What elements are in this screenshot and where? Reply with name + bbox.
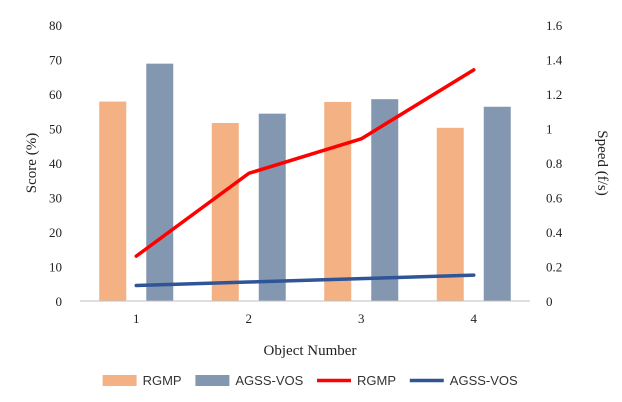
y2-tick-label: 1 <box>546 122 553 137</box>
legend-label: RGMP <box>143 373 182 388</box>
y-tick-label: 70 <box>49 53 62 68</box>
bar-agss-vos <box>258 113 286 301</box>
y2-tick-label: 0.8 <box>546 156 562 171</box>
legend-label: AGSS-VOS <box>450 373 518 388</box>
y-tick-label: 20 <box>49 225 62 240</box>
y-tick-label: 10 <box>49 260 62 275</box>
y2-tick-label: 0.6 <box>546 191 563 206</box>
legend-label: RGMP <box>357 373 396 388</box>
left-axis-ticks: 0 10 20 30 40 50 60 70 80 <box>49 18 62 309</box>
y-tick-label: 80 <box>49 18 62 33</box>
x-tick-label: 3 <box>358 311 365 326</box>
line-rgmp <box>134 68 476 258</box>
y2-tick-label: 0.4 <box>546 225 563 240</box>
bar-rgmp <box>99 101 127 301</box>
bars <box>99 63 511 301</box>
x-tick-label: 4 <box>471 311 478 326</box>
y-tick-label: 30 <box>49 191 62 206</box>
y2-tick-label: 1.2 <box>546 87 562 102</box>
bar-rgmp <box>436 127 464 301</box>
y2-tick-label: 0 <box>546 294 553 309</box>
bar-rgmp <box>324 101 352 301</box>
bar-agss-vos <box>371 99 399 301</box>
legend-swatch-bar <box>102 375 137 386</box>
y-tick-label: 60 <box>49 87 62 102</box>
right-axis-ticks: 0 0.2 0.4 0.6 0.8 1 1.2 1.4 1.6 <box>546 18 563 309</box>
lines <box>134 68 476 288</box>
bar-rgmp <box>211 122 239 301</box>
legend-swatch-bar <box>195 375 230 386</box>
bar-agss-vos <box>146 63 174 301</box>
legend: RGMP AGSS-VOS RGMP AGSS-VOS <box>102 373 518 388</box>
y2-tick-label: 1.4 <box>546 53 563 68</box>
y2-tick-label: 0.2 <box>546 260 562 275</box>
category-ticks: 1 2 3 4 <box>133 311 478 326</box>
y2-tick-label: 1.6 <box>546 18 563 33</box>
y-tick-label: 40 <box>49 156 62 171</box>
x-tick-label: 1 <box>133 311 140 326</box>
y2-axis-title: Speed (f/s) <box>594 130 610 195</box>
x-tick-label: 2 <box>246 311 253 326</box>
y-axis-title: Score (%) <box>24 133 40 193</box>
x-axis-title: Object Number <box>264 343 357 359</box>
line-agss-vos <box>134 273 476 288</box>
y-tick-label: 50 <box>49 122 62 137</box>
bar-agss-vos <box>483 106 511 301</box>
legend-label: AGSS-VOS <box>235 373 303 388</box>
y-tick-label: 0 <box>56 294 63 309</box>
